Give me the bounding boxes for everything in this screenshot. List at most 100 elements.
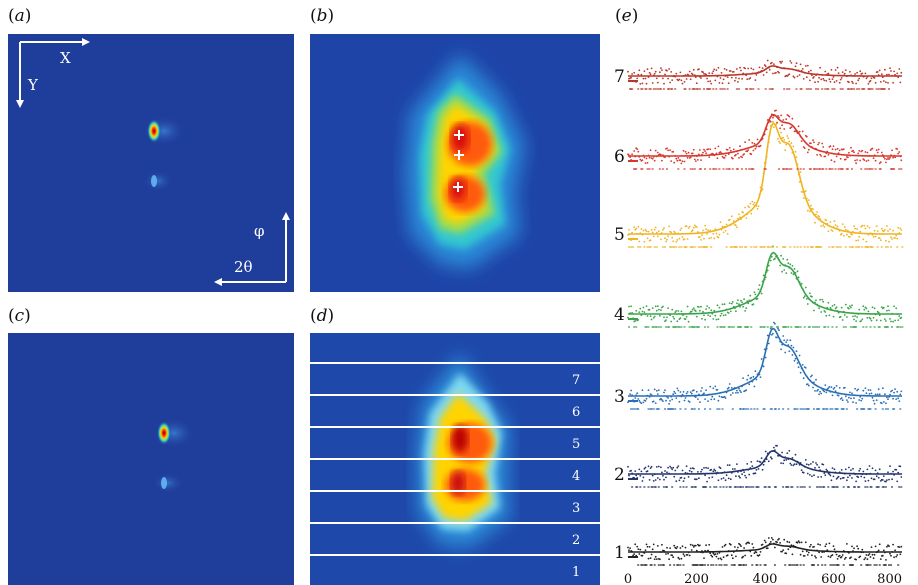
data-point <box>840 469 843 471</box>
data-point <box>665 553 667 555</box>
residual-point <box>817 246 820 248</box>
residual-point <box>656 88 659 90</box>
data-point <box>730 387 733 389</box>
residual-point <box>678 246 681 248</box>
data-point <box>687 227 690 229</box>
data-point <box>690 392 693 395</box>
residual-point <box>806 246 809 248</box>
residual-point <box>893 168 896 170</box>
residual-point <box>683 168 686 170</box>
data-point <box>879 81 882 83</box>
residual-point <box>699 168 702 170</box>
residual-point <box>706 88 709 90</box>
residual-point <box>879 168 882 170</box>
residual-point <box>782 168 785 170</box>
trace-label: 1 <box>614 543 625 563</box>
data-point <box>628 305 630 308</box>
data-point <box>878 393 881 396</box>
residual-point <box>886 408 889 410</box>
data-point <box>679 547 682 549</box>
residual-point <box>807 88 810 90</box>
data-point <box>788 140 791 143</box>
data-point <box>822 224 825 227</box>
residual-point <box>816 168 818 170</box>
data-point <box>818 141 820 144</box>
residual-point <box>750 88 753 90</box>
residual-point <box>713 168 716 170</box>
band-label: 7 <box>572 373 580 388</box>
data-point <box>890 236 892 239</box>
data-point <box>746 78 749 81</box>
residual-point <box>805 408 808 410</box>
residual-point <box>689 168 692 170</box>
data-point <box>764 450 767 453</box>
data-point <box>774 257 776 260</box>
data-point <box>884 393 886 396</box>
data-point <box>662 228 664 231</box>
data-point <box>721 155 724 158</box>
data-point <box>717 557 720 560</box>
data-point <box>882 306 885 309</box>
data-point <box>829 80 832 83</box>
data-point <box>750 376 753 379</box>
residual-point <box>643 486 646 488</box>
data-point <box>656 151 659 154</box>
residual-point <box>791 486 794 488</box>
data-point <box>870 477 873 480</box>
residual-point <box>816 246 818 248</box>
data-point <box>810 204 812 207</box>
data-point <box>667 307 669 309</box>
data-point <box>816 211 818 213</box>
data-point <box>720 558 723 561</box>
residual-point <box>637 564 640 566</box>
residual-point <box>793 246 796 248</box>
data-point <box>636 77 639 80</box>
data-point <box>714 314 717 317</box>
data-point <box>779 127 781 130</box>
data-point <box>740 299 742 302</box>
band-label: 2 <box>572 533 580 548</box>
data-point <box>645 157 648 160</box>
data-point <box>702 151 704 154</box>
data-point <box>809 474 811 476</box>
data-point <box>738 77 740 80</box>
residual-point <box>854 486 856 488</box>
residual-point <box>748 168 751 170</box>
data-point <box>878 468 881 471</box>
data-point <box>691 308 694 311</box>
data-point <box>644 162 647 164</box>
residual-point <box>884 408 887 410</box>
data-point <box>900 159 903 162</box>
residual-point <box>646 168 649 170</box>
data-point <box>722 78 725 81</box>
data-point <box>640 402 643 405</box>
residual-point <box>709 486 712 488</box>
residual-point <box>844 326 847 328</box>
data-point <box>639 548 642 551</box>
data-point <box>804 190 807 192</box>
residual-point <box>730 326 733 328</box>
residual-point <box>723 326 726 328</box>
data-point <box>665 240 667 243</box>
residual-point <box>833 564 836 566</box>
residual-point <box>796 408 799 410</box>
data-point <box>816 463 818 466</box>
data-point <box>865 554 868 556</box>
residual-point <box>673 564 676 566</box>
data-point <box>879 558 882 560</box>
residual-point <box>861 246 864 248</box>
data-point <box>641 389 644 392</box>
data-point <box>875 149 878 152</box>
residual-point <box>649 246 652 248</box>
data-point <box>630 469 632 472</box>
data-point <box>633 71 636 74</box>
data-point <box>865 240 868 243</box>
residual-point <box>631 486 634 488</box>
data-point <box>744 554 746 557</box>
data-point <box>750 67 753 70</box>
data-point <box>788 115 791 118</box>
data-point <box>814 467 816 469</box>
residual-point <box>669 564 672 566</box>
data-point <box>869 556 872 558</box>
